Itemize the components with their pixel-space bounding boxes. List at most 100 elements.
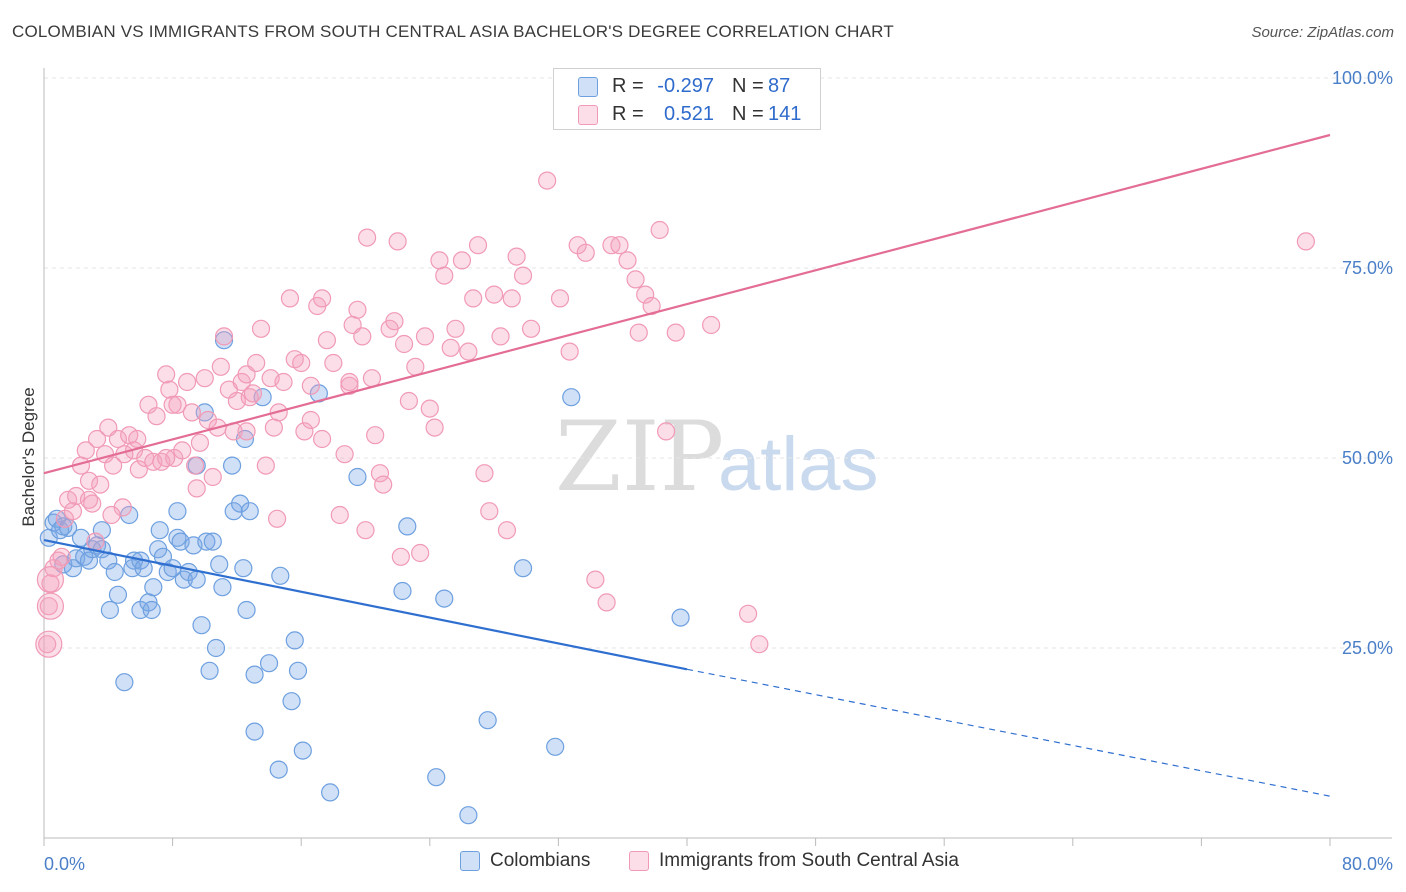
source-label: Source: ZipAtlas.com — [1251, 24, 1394, 41]
data-point — [411, 543, 430, 563]
data-point — [738, 604, 758, 623]
data-point — [366, 426, 385, 445]
data-point — [478, 711, 497, 730]
data-point — [35, 630, 63, 658]
data-point — [213, 578, 232, 597]
data-point — [459, 806, 478, 825]
data-point — [173, 441, 192, 460]
r-label: R = — [612, 75, 644, 97]
data-point — [214, 327, 234, 346]
data-point — [92, 521, 111, 540]
x-tick-labels: 0.0% 80.0% — [44, 854, 1393, 874]
data-point — [507, 247, 526, 266]
data-point — [562, 388, 581, 407]
data-point — [63, 559, 83, 578]
data-point — [370, 464, 390, 483]
data-point — [271, 566, 290, 585]
data-point — [115, 673, 134, 692]
data-point — [513, 559, 533, 578]
data-point — [214, 331, 234, 350]
data-point — [468, 236, 488, 255]
axes — [43, 68, 1392, 846]
data-point — [340, 372, 359, 392]
data-point — [211, 357, 230, 376]
data-point — [317, 331, 337, 350]
data-point — [237, 422, 256, 441]
data-point — [168, 395, 187, 414]
data-point — [253, 388, 272, 407]
chart-title: COLOMBIAN VS IMMIGRANTS FROM SOUTH CENTR… — [12, 22, 894, 41]
watermark: ZIP atlas — [555, 401, 879, 513]
data-point — [1296, 232, 1315, 251]
data-point — [340, 376, 359, 395]
data-point — [157, 448, 176, 468]
stats-swatch-blue — [578, 77, 598, 97]
data-point — [288, 661, 308, 680]
data-point — [491, 327, 510, 346]
data-point — [195, 369, 214, 388]
data-point — [415, 327, 435, 346]
data-point — [147, 407, 166, 426]
data-point — [71, 528, 91, 547]
data-point — [256, 456, 275, 475]
data-point — [393, 581, 412, 601]
watermark-zip: ZIP — [555, 401, 724, 513]
legend-item-immigrants[interactable]: Immigrants from South Central Asia — [629, 850, 959, 872]
stats-swatch-pink — [578, 105, 598, 125]
data-point — [108, 585, 128, 604]
data-point — [521, 319, 541, 338]
data-point — [626, 270, 645, 289]
data-point — [129, 460, 148, 479]
data-point — [312, 289, 332, 308]
data-point — [348, 467, 367, 487]
legend-label: Immigrants from South Central Asia — [659, 850, 959, 871]
data-point — [163, 395, 182, 414]
data-point — [427, 768, 446, 787]
data-point — [231, 494, 250, 513]
data-point — [36, 565, 65, 594]
data-point — [144, 578, 163, 597]
trend-line-immigrants — [43, 133, 1331, 475]
data-point — [168, 502, 187, 521]
stats-row-immigrants: R = 0.521 N = 141 — [554, 101, 820, 127]
data-point — [157, 365, 176, 384]
data-point — [79, 471, 99, 490]
data-point — [79, 551, 99, 570]
data-point — [430, 251, 449, 270]
data-point — [358, 228, 377, 247]
y-tick-labels: 25.0% 50.0% 75.0% 100.0% — [1332, 68, 1393, 658]
data-point — [391, 547, 410, 566]
data-point — [362, 369, 382, 388]
data-point — [128, 429, 147, 449]
data-point — [203, 467, 222, 487]
data-point — [464, 289, 483, 308]
data-point — [353, 327, 372, 346]
n-value: 87 — [768, 75, 791, 97]
data-point — [285, 631, 304, 650]
data-point — [398, 517, 417, 536]
data-point — [576, 243, 595, 262]
data-point — [38, 635, 57, 654]
data-point — [301, 410, 320, 430]
data-point — [187, 479, 206, 498]
data-point — [274, 372, 293, 392]
data-point — [234, 559, 253, 578]
legend-label: Colombians — [490, 850, 591, 871]
data-point — [63, 502, 83, 521]
data-point — [52, 547, 71, 566]
data-point — [420, 399, 439, 418]
legend-item-colombians[interactable]: Colombians — [460, 850, 590, 872]
trend-line-extension — [686, 668, 1331, 797]
data-point — [385, 312, 404, 331]
n-label: N = — [732, 75, 764, 97]
data-point — [560, 342, 579, 361]
data-point — [618, 251, 637, 270]
data-point — [41, 574, 60, 593]
trend-line-colombians — [43, 539, 688, 671]
data-point — [243, 384, 263, 403]
trend-lines — [43, 133, 1331, 797]
data-point — [224, 502, 243, 521]
data-point — [330, 505, 349, 525]
data-point — [459, 342, 478, 361]
